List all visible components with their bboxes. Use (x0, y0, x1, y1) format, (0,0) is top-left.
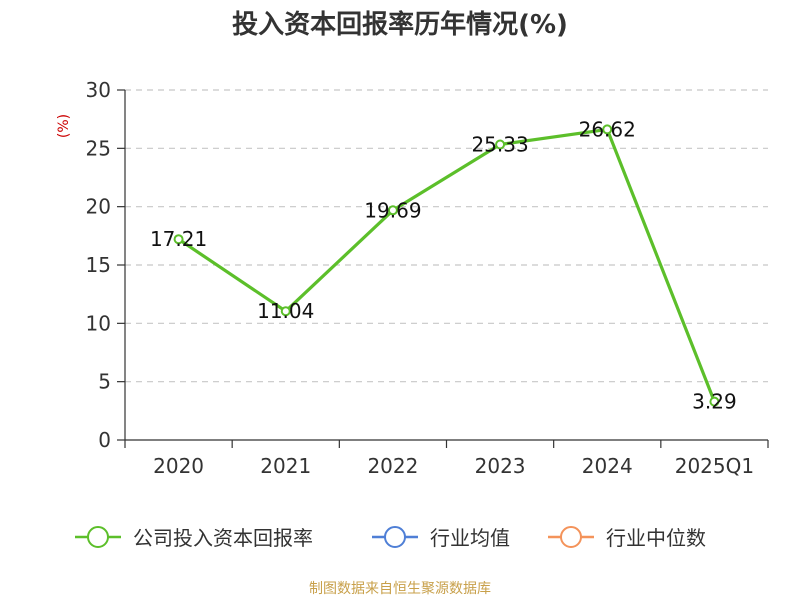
data-label: 11.04 (257, 299, 314, 323)
x-tick-label: 2025Q1 (675, 454, 754, 478)
y-tick-label: 30 (86, 78, 111, 102)
data-point (173, 234, 184, 245)
data-point (709, 396, 720, 407)
legend-item[interactable]: 行业中位数 (548, 526, 706, 550)
x-tick-label: 2020 (153, 454, 204, 478)
x-tick-label: 2023 (475, 454, 526, 478)
x-tick-label: 2022 (367, 454, 418, 478)
y-tick-label: 0 (98, 428, 111, 452)
data-point (602, 124, 613, 135)
data-point (387, 205, 398, 216)
legend-circle-marker (560, 526, 582, 548)
x-tick-labels: 2020 2021 2022 2023 2024 2025Q1 (153, 454, 754, 478)
data-label: 17.21 (150, 227, 207, 251)
axes (117, 89, 769, 448)
data-label: 3.29 (692, 390, 737, 414)
y-tick-label: 15 (86, 253, 111, 277)
gridlines (125, 89, 768, 383)
x-tick-label: 2024 (582, 454, 633, 478)
y-tick-label: 20 (86, 195, 111, 219)
y-tick-label: 25 (86, 136, 111, 160)
data-label: 19.69 (364, 198, 421, 222)
legend-label: 公司投入资本回报率 (133, 526, 313, 550)
legend-item[interactable]: 公司投入资本回报率 (75, 526, 313, 550)
legend-label: 行业中位数 (606, 526, 706, 550)
series-layer: 17.21 11.04 19.69 25.33 26.62 3.29 (150, 117, 737, 413)
legend-item[interactable]: 行业均值 (372, 526, 510, 550)
series-line (177, 127, 716, 403)
legend-circle-marker (87, 526, 109, 548)
chart-title: 投入资本回报率历年情况(%) (232, 9, 568, 40)
data-label: 26.62 (579, 117, 636, 141)
data-point (495, 139, 506, 150)
y-axis-label: (%) (56, 114, 72, 138)
data-label: 25.33 (471, 132, 528, 156)
legend-circle-marker (384, 526, 406, 548)
data-point (280, 306, 291, 317)
x-tick-label: 2021 (260, 454, 311, 478)
source-note: 制图数据来自恒生聚源数据库 (309, 581, 491, 597)
legend: 公司投入资本回报率 行业均值 行业中位数 (75, 526, 706, 550)
y-tick-label: 10 (86, 311, 111, 335)
y-tick-labels: 0 5 10 15 20 25 30 (86, 78, 111, 452)
legend-label: 行业均值 (430, 526, 510, 550)
y-tick-label: 5 (98, 370, 111, 394)
